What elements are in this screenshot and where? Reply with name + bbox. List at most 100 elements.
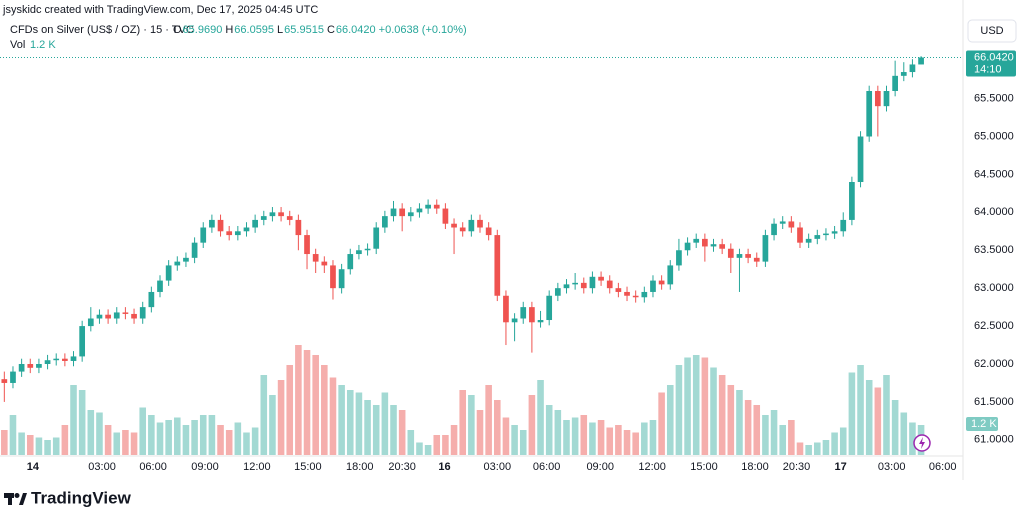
x-tick-label: 17 xyxy=(835,461,847,473)
candle-body xyxy=(278,212,284,217)
candle-body xyxy=(503,295,509,323)
candle-body xyxy=(122,312,129,314)
x-tick-label: 15:00 xyxy=(690,461,718,473)
volume-bar xyxy=(9,415,17,455)
candle-body xyxy=(710,244,717,247)
x-tick-label: 20:30 xyxy=(388,461,416,473)
candle-body xyxy=(615,288,622,292)
currency-box[interactable] xyxy=(967,19,1017,43)
volume-bar xyxy=(130,432,138,455)
volume-bar xyxy=(87,410,95,455)
volume-bar xyxy=(805,445,812,455)
volume-bar xyxy=(909,422,916,455)
candle-body xyxy=(580,282,587,289)
candle-body xyxy=(36,364,42,368)
candle-body xyxy=(312,254,319,262)
candle-body xyxy=(468,219,475,232)
candle-body xyxy=(797,227,803,243)
volume-bar xyxy=(122,430,129,455)
y-tick-label: 62.0000 xyxy=(974,358,1014,370)
x-tick-label: 16 xyxy=(438,461,450,473)
candle-body xyxy=(53,358,60,361)
volume-bar xyxy=(891,400,899,455)
volume-bar xyxy=(597,420,605,455)
axes-layer: 61.0000 61.5000 62.0000 62.5000 63.0000 63.50… xyxy=(0,50,1016,473)
volume-bar xyxy=(684,357,691,455)
candle-body xyxy=(330,265,336,289)
candle-body xyxy=(641,291,648,298)
candle-body xyxy=(44,360,51,364)
volume-bar xyxy=(277,380,285,455)
candle-body xyxy=(892,75,898,91)
x-tick-label: 20:30 xyxy=(783,461,811,473)
volume-bar xyxy=(61,425,69,455)
volume-bar xyxy=(70,385,77,455)
candle-body xyxy=(295,219,302,236)
volume-legend-label: Vol xyxy=(10,39,25,51)
volume-bar xyxy=(580,415,588,455)
candle-body xyxy=(650,280,656,292)
volume-bar xyxy=(528,395,536,455)
volume-bar xyxy=(321,365,328,455)
volume-bar xyxy=(182,425,190,455)
currency[interactable]: USD xyxy=(980,25,1003,37)
volume-bar xyxy=(433,435,441,455)
volume-bar xyxy=(208,415,216,455)
volume-bar xyxy=(156,422,164,455)
volume-bar xyxy=(554,410,562,455)
candle-body xyxy=(632,295,639,298)
candle-body xyxy=(226,231,233,236)
x-tick-label: 15:00 xyxy=(294,461,322,473)
volume-legend-value: 1.2 K xyxy=(30,39,56,51)
lightning-icon[interactable] xyxy=(919,437,925,449)
volume-bar xyxy=(563,420,570,455)
x-tick-label: 06:00 xyxy=(139,461,167,473)
volume-bar xyxy=(468,395,475,455)
candle-body xyxy=(753,257,760,262)
volume-bar xyxy=(398,410,406,455)
volume-bar xyxy=(666,385,674,455)
volume-bar xyxy=(295,345,302,455)
candle-body xyxy=(727,248,734,258)
volume-bar xyxy=(442,435,449,455)
volume-bar xyxy=(390,405,397,455)
volume-bar xyxy=(407,430,415,455)
candle-body xyxy=(918,57,924,65)
volume-bar xyxy=(243,432,250,455)
volume-bar xyxy=(52,437,60,455)
candle-body xyxy=(771,223,777,236)
candle-body xyxy=(736,254,743,258)
volume-bar xyxy=(770,410,778,455)
volume-bar xyxy=(641,422,648,455)
candle-body xyxy=(874,91,881,107)
y-tick-label: 61.5000 xyxy=(974,396,1014,408)
volume-bar xyxy=(839,427,847,455)
ohlc-value: 66.0420 xyxy=(336,24,376,36)
candle-body xyxy=(779,221,786,224)
y-tick-label: 65.5000 xyxy=(974,92,1014,104)
candle-body xyxy=(347,254,354,270)
candle-body xyxy=(416,208,423,213)
volume-bar xyxy=(113,432,121,455)
candle-body xyxy=(79,326,86,357)
candle-body xyxy=(87,318,94,327)
volume-bar xyxy=(424,445,432,455)
volume-bar xyxy=(381,392,389,455)
volume-bar xyxy=(814,442,821,455)
candle-body xyxy=(762,235,769,262)
candle-body xyxy=(165,265,172,281)
candle-body xyxy=(70,356,77,361)
x-tick-label: 03:00 xyxy=(484,461,512,473)
candle-body xyxy=(684,242,691,251)
volume-bar xyxy=(710,367,717,455)
candle-body xyxy=(252,219,258,228)
candle-body xyxy=(157,280,163,292)
volume-bar xyxy=(736,390,743,455)
candle-body xyxy=(702,238,708,247)
candle-body xyxy=(286,216,293,220)
candle-body xyxy=(511,318,518,323)
volume-bar xyxy=(329,377,337,455)
volume-bar xyxy=(450,425,458,455)
